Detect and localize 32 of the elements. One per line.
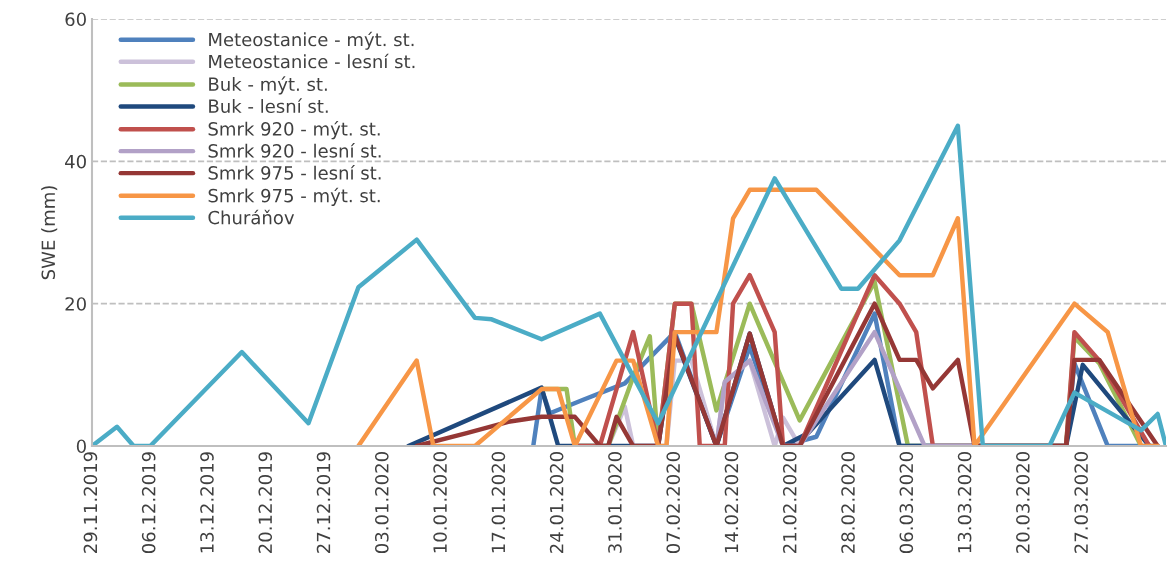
y-tick-label: 40 [65,154,86,169]
x-tick-label: 06.03.2020 [899,452,914,554]
x-tick-label: 14.02.2020 [724,452,739,553]
x-tick-label: 29.11.2019 [83,452,98,553]
x-tick-label: 21.02.2020 [782,452,797,553]
legend-label: Churáňov [208,209,295,225]
x-tick-label: 13.12.2019 [200,452,214,553]
x-tick-label: 20.03.2020 [1016,452,1030,553]
x-tick-label: 06.12.2019 [141,452,156,554]
y-axis-title: SWE (mm) [41,186,58,280]
y-tick-label: 60 [65,12,86,27]
legend-label: Meteostanice - lesní st. [209,53,415,69]
x-tick-label: 27.03.2020 [1074,452,1088,553]
legend-label: Meteostanice - mýt. st. [209,31,414,50]
legend-label: Smrk 975 - mýt. st. [208,187,380,206]
x-tick-label: 31.01.2020 [608,452,622,553]
x-tick-label: 17.01.2020 [491,452,506,553]
legend-label: Smrk 975 - lesní st. [208,165,381,180]
y-tick-label: 0 [76,439,86,454]
x-tick-label: 10.01.2020 [433,452,447,553]
x-tick-label: 03.01.2020 [374,452,389,554]
x-tick-label: 20.12.2019 [258,452,273,553]
x-tick-label: 13.03.2020 [957,452,972,553]
legend-label: Smrk 920 - mýt. st. [208,121,380,140]
x-tick-label: 07.02.2020 [666,452,681,554]
x-tick-label: 27.12.2019 [316,452,331,553]
legend-label: Buk - lesní st. [209,98,328,114]
x-tick-label: 24.01.2020 [549,452,564,553]
legend-label: Smrk 920 - lesní st. [208,143,381,158]
y-tick-label: 20 [65,297,86,311]
x-tick-label: 28.02.2020 [841,452,855,553]
legend-label: Buk - mýt. st. [209,76,327,95]
